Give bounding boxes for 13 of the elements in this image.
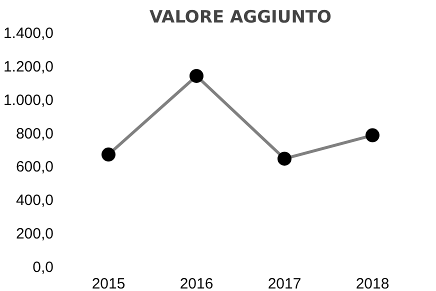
chart-title: VALORE AGGIUNTO (150, 8, 332, 28)
y-tick-label: 800,0 (16, 125, 54, 142)
y-tick-label: 0,0 (32, 259, 54, 276)
y-tick-label: 600,0 (16, 158, 54, 176)
y-tick-label: 1.400,0 (3, 25, 54, 42)
x-tick-label: 2017 (268, 276, 302, 291)
y-tick-label: 1.200,0 (3, 58, 54, 76)
y-tick-label: 200,0 (16, 226, 54, 243)
y-tick-label: 1.000,0 (3, 92, 54, 109)
x-tick-label: 2016 (180, 276, 214, 291)
y-tick-label: 400,0 (16, 192, 54, 210)
x-tick-label: 2015 (92, 276, 126, 291)
x-tick-label: 2018 (356, 276, 390, 291)
